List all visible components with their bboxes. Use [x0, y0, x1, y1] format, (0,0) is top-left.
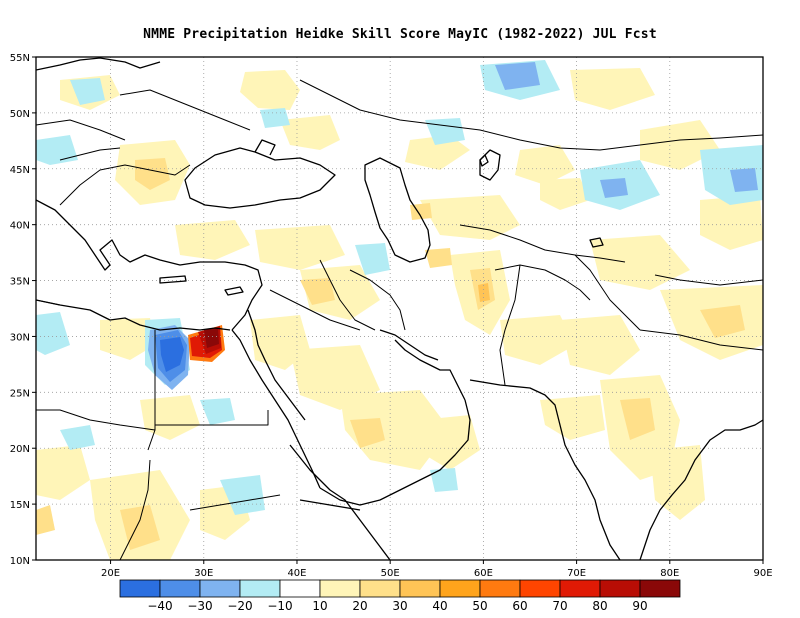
- colorbar-segment: [639, 579, 681, 598]
- lon-tick-label: 20E: [101, 568, 120, 579]
- colorbar-segment: [359, 579, 401, 598]
- lat-tick-label: 25N: [10, 388, 30, 399]
- colorbar-segment: [319, 579, 361, 598]
- colorbar-label: 30: [392, 599, 407, 613]
- colorbar-segment: [159, 579, 201, 598]
- skill-score-shading: [36, 60, 763, 560]
- colorbar-label: 90: [632, 599, 647, 613]
- lon-tick-label: 70E: [567, 568, 586, 579]
- map-frame: [35, 56, 764, 561]
- colorbar-segment: [479, 579, 521, 598]
- lat-tick-label: 40N: [10, 221, 30, 232]
- colorbar-segment: [279, 579, 321, 598]
- colorbar-segment: [519, 579, 561, 598]
- lat-tick-label: 10N: [10, 556, 30, 567]
- colorbar-label: −30: [187, 599, 212, 613]
- lat-tick-label: 35N: [10, 277, 30, 288]
- colorbar-label: 40: [432, 599, 447, 613]
- colorbar-segment: [239, 579, 281, 598]
- colorbar-label: −10: [267, 599, 292, 613]
- lat-tick-label: 50N: [10, 109, 30, 120]
- lon-tick-label: 30E: [194, 568, 213, 579]
- lat-tick-label: 30N: [10, 332, 30, 343]
- colorbar-label: −20: [227, 599, 252, 613]
- colorbar-segment: [599, 579, 641, 598]
- lat-tick-label: 20N: [10, 444, 30, 455]
- lat-tick-label: 15N: [10, 500, 30, 511]
- colorbar-label: 80: [592, 599, 607, 613]
- colorbar-segment: [559, 579, 601, 598]
- lon-tick-label: 50E: [381, 568, 400, 579]
- longitude-axis: 20E 30E 40E 50E 60E 70E 80E 90E: [101, 560, 773, 579]
- lon-tick-label: 60E: [474, 568, 493, 579]
- latitude-axis: 55N 50N 45N 40N 35N 30N 25N 20N 15N 10N: [10, 53, 36, 567]
- colorbar-label: −40: [147, 599, 172, 613]
- lon-tick-label: 90E: [753, 568, 772, 579]
- colorbar-label: 60: [512, 599, 527, 613]
- colorbar-label: 50: [472, 599, 487, 613]
- lon-tick-label: 80E: [660, 568, 679, 579]
- colorbar-label: 10: [312, 599, 327, 613]
- colorbar-label: 70: [552, 599, 567, 613]
- lat-tick-label: 55N: [10, 53, 30, 64]
- colorbar-segment: [399, 579, 441, 598]
- colorbar-segment: [119, 579, 161, 598]
- colorbar-label: 20: [352, 599, 367, 613]
- map-title: NMME Precipitation Heidke Skill Score Ma…: [143, 27, 657, 42]
- lon-tick-label: 40E: [287, 568, 306, 579]
- colorbar-segment: [439, 579, 481, 598]
- colorbar-segment: [199, 579, 241, 598]
- lat-tick-label: 45N: [10, 165, 30, 176]
- coastlines: [36, 57, 763, 560]
- colorbar: −40 −30 −20 −10 10 20 30 40 50 60 70 80 90: [119, 579, 681, 613]
